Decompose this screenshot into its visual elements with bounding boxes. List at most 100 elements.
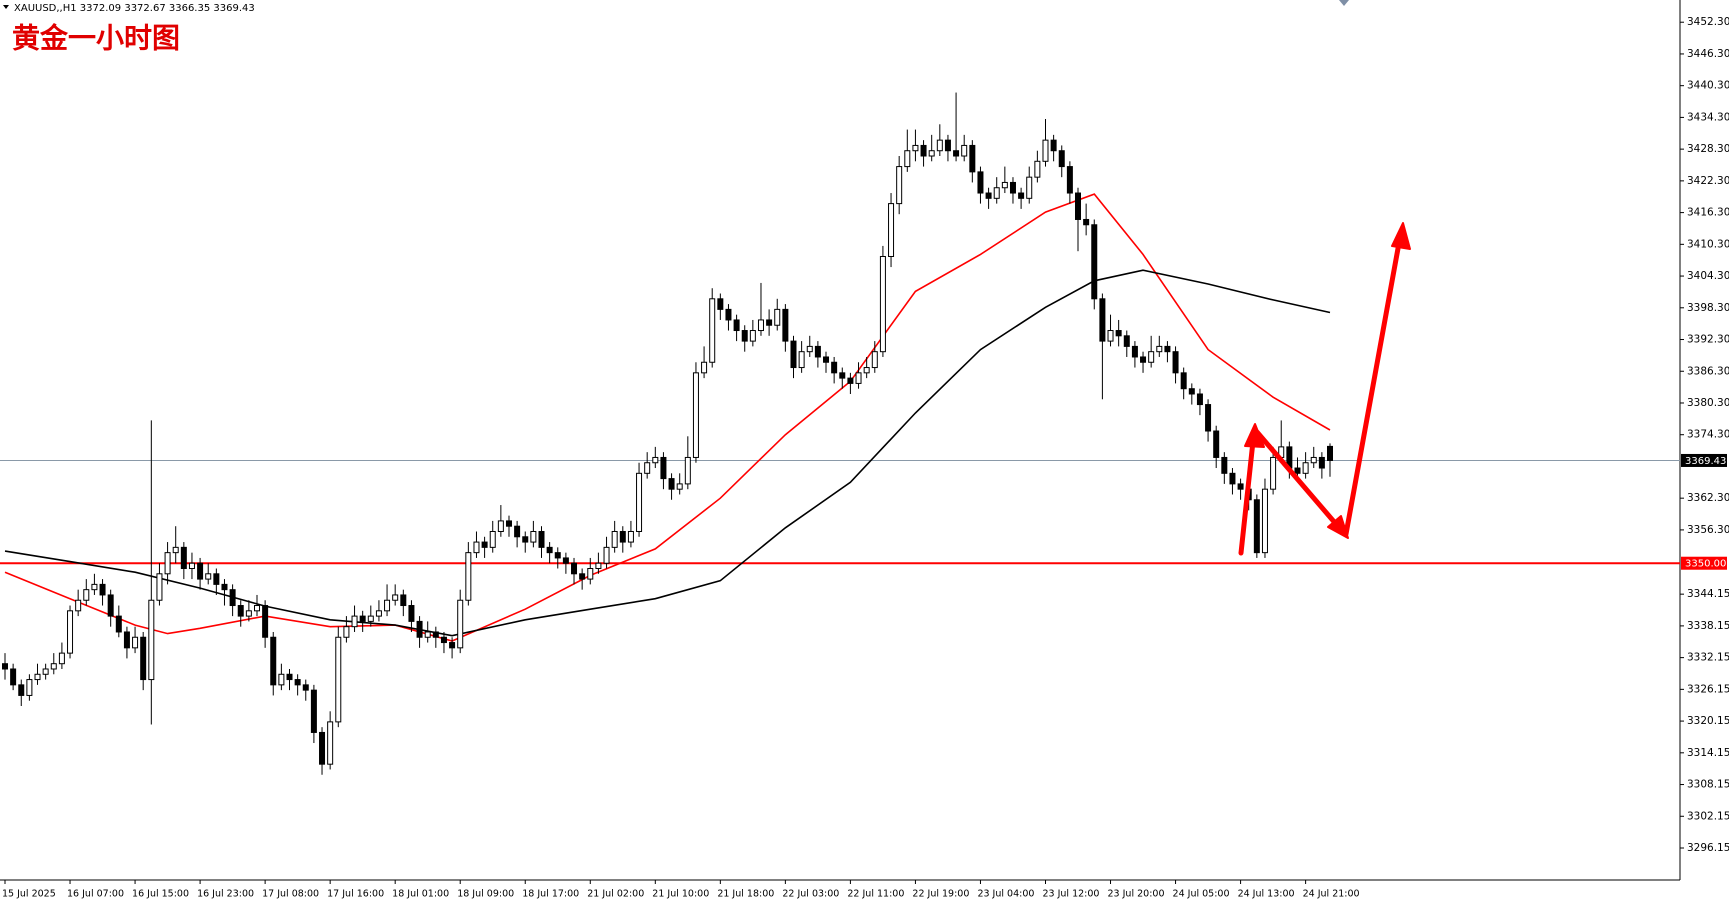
candle-body xyxy=(1083,218,1090,226)
candle-body xyxy=(164,552,171,575)
candle-body xyxy=(156,573,163,601)
candle-body xyxy=(644,462,651,474)
x-tick-label: 22 Jul 19:00 xyxy=(912,889,969,900)
candle-body xyxy=(1148,351,1155,363)
x-tick-label: 15 Jul 2025 xyxy=(2,889,56,900)
candle-body xyxy=(1327,445,1333,461)
candle-body xyxy=(611,530,618,548)
candle-body xyxy=(34,673,41,681)
y-tick-label: 3392.30 xyxy=(1687,334,1729,346)
candle-body xyxy=(1050,139,1057,152)
candle-body xyxy=(278,673,285,686)
candle-body xyxy=(538,530,545,548)
candle-body xyxy=(587,568,594,580)
candle-body xyxy=(904,150,911,168)
candle-body xyxy=(920,144,927,157)
candle-body xyxy=(286,673,293,681)
candle-body xyxy=(1001,181,1008,189)
candle-body xyxy=(1221,456,1228,474)
candle-body xyxy=(245,610,252,617)
y-tick-label: 3356.30 xyxy=(1687,524,1729,536)
candle-body xyxy=(741,330,748,342)
candle-body xyxy=(944,139,951,152)
candle-body xyxy=(912,144,919,152)
candle-body xyxy=(1042,139,1049,162)
y-tick-label: 3362.30 xyxy=(1687,492,1729,504)
symbol-header: XAUUSD,,H1 3372.09 3372.67 3366.35 3369.… xyxy=(14,3,255,14)
arrow xyxy=(1343,229,1404,537)
candle-body xyxy=(953,150,960,157)
candle-body xyxy=(1156,345,1163,353)
candle-body xyxy=(1229,472,1236,485)
arrow xyxy=(1238,429,1257,556)
candle-body xyxy=(595,562,602,570)
candle-body xyxy=(855,372,862,384)
candle-body xyxy=(229,589,236,607)
chart-title: 黄金一小时图 xyxy=(12,22,180,55)
candle-body xyxy=(1205,404,1212,432)
candle-body xyxy=(1107,330,1114,342)
candle-body xyxy=(757,319,764,332)
y-tick-label: 3308.15 xyxy=(1687,779,1729,791)
candle-body xyxy=(1066,166,1073,194)
candle-body xyxy=(99,583,106,596)
candle-body xyxy=(1009,181,1016,194)
candle-body xyxy=(408,605,415,622)
candle-body xyxy=(132,636,139,649)
candle-body xyxy=(636,472,643,532)
price-level-box xyxy=(1681,453,1727,467)
y-tick-label: 3452.30 xyxy=(1687,16,1729,28)
candle-body xyxy=(1261,488,1268,554)
candle-body xyxy=(652,456,659,464)
x-tick-label: 21 Jul 02:00 xyxy=(587,889,644,900)
candle-body xyxy=(400,594,407,607)
candle-body xyxy=(733,319,740,332)
y-tick-label: 3386.30 xyxy=(1687,365,1729,377)
x-tick-label: 24 Jul 13:00 xyxy=(1238,889,1295,900)
candle-body xyxy=(1091,224,1098,300)
candle-body xyxy=(221,583,228,591)
candle-body xyxy=(42,668,49,675)
candle-body xyxy=(774,308,781,326)
candle-body xyxy=(213,573,220,585)
candle-body xyxy=(18,684,25,696)
menu-triangle xyxy=(3,5,9,9)
candle-body xyxy=(749,330,756,342)
candle-body xyxy=(676,483,683,490)
candle-body xyxy=(668,478,675,490)
candle-body xyxy=(197,562,204,580)
candle-body xyxy=(1237,483,1244,490)
candle-body xyxy=(847,377,854,384)
candle-body xyxy=(1270,456,1277,490)
candle-body xyxy=(790,340,797,369)
y-tick-label: 3326.15 xyxy=(1687,683,1729,695)
candle-body xyxy=(1131,345,1138,358)
candle-body xyxy=(1172,351,1179,374)
candle-body xyxy=(1310,456,1317,464)
candle-body xyxy=(10,668,17,686)
candle-body xyxy=(351,615,358,628)
candle-body xyxy=(343,626,350,638)
candle-body xyxy=(416,620,423,638)
candle-body xyxy=(1180,372,1187,390)
candle-body xyxy=(562,557,569,564)
x-tick-label: 22 Jul 11:00 xyxy=(847,889,904,900)
y-tick-label: 3404.30 xyxy=(1687,270,1729,282)
x-tick-label: 16 Jul 23:00 xyxy=(197,889,254,900)
candle-body xyxy=(180,546,187,570)
price-level-label: 3369.43 xyxy=(1685,456,1726,467)
x-tick-label: 24 Jul 05:00 xyxy=(1173,889,1230,900)
candle-body xyxy=(961,144,968,157)
y-tick-label: 3296.15 xyxy=(1687,842,1729,854)
candle-body xyxy=(107,594,114,617)
candle-body xyxy=(489,530,496,548)
candle-body xyxy=(172,546,179,554)
candle-body xyxy=(449,642,456,649)
candle-body xyxy=(701,361,708,374)
candle-body xyxy=(522,536,529,543)
arrowhead xyxy=(1391,222,1411,250)
candle-body xyxy=(310,689,317,733)
candle-body xyxy=(660,456,667,480)
candle-body xyxy=(91,583,98,591)
candle-body xyxy=(1099,298,1106,342)
